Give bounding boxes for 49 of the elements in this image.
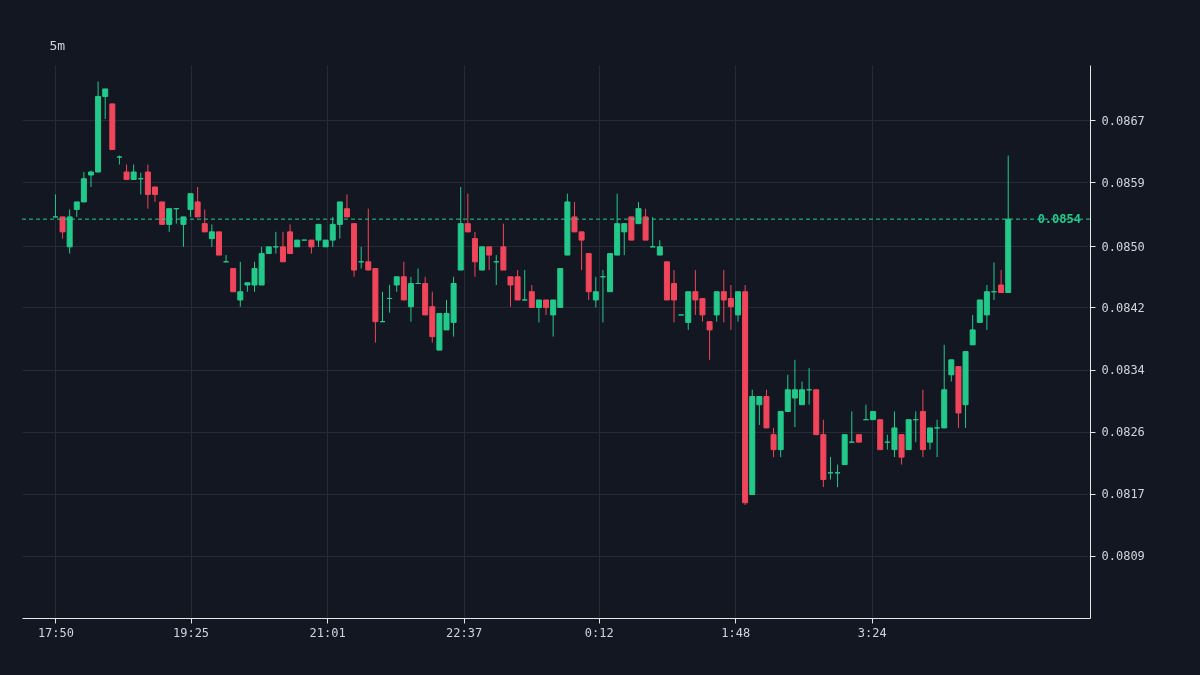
candlestick (159, 201, 166, 225)
candlestick (407, 276, 414, 323)
y-tick-label: 0.0817 (1101, 487, 1145, 502)
y-tick-label: 0.0859 (1101, 175, 1145, 190)
candlestick (479, 246, 486, 271)
y-tick-label: 0.0850 (1101, 239, 1145, 254)
candlestick (59, 216, 66, 240)
candlestick (770, 427, 777, 458)
candlestick (230, 268, 237, 293)
x-tick-label: 17:50 (37, 625, 74, 640)
candlestick (486, 246, 493, 271)
candlestick (927, 427, 933, 451)
y-tick-label: 0.0826 (1101, 425, 1145, 440)
ref-line-label: 0.0854 (1037, 212, 1081, 227)
candlestick (543, 299, 550, 316)
candlestick (535, 299, 542, 323)
candlestick (343, 193, 350, 218)
candlestick (464, 193, 471, 233)
chart-title: 5m (49, 38, 66, 53)
candlestick (194, 186, 201, 218)
candlestick (201, 208, 208, 233)
candlestick (528, 284, 535, 308)
y-tick-label: 0.0834 (1101, 363, 1145, 378)
candlestick (898, 434, 905, 466)
y-tick-label: 0.0809 (1101, 549, 1145, 564)
y-tick-label: 0.0842 (1101, 300, 1145, 315)
candlestick (713, 291, 720, 323)
candlestick (208, 223, 215, 248)
candlestick (471, 231, 478, 278)
candlestick (592, 276, 599, 308)
x-tick-label: 21:01 (309, 625, 346, 640)
x-tick-label: 3:24 (857, 625, 887, 640)
x-tick-label: 19:25 (172, 625, 210, 640)
candlestick (948, 359, 955, 383)
candlestick (706, 321, 713, 361)
candlestick (998, 269, 1005, 293)
candlestick (642, 208, 649, 241)
x-tick-label: 0:12 (584, 625, 614, 640)
candlestick (400, 261, 407, 301)
candlestick (237, 261, 244, 308)
candlestick (735, 291, 742, 323)
candlestick (215, 231, 222, 256)
candlestick (500, 223, 507, 271)
candlestick (187, 193, 194, 218)
candlestick (521, 269, 528, 301)
y-tick-label: 0.0867 (1101, 113, 1145, 128)
candlestick (969, 314, 976, 346)
x-tick-label: 1:48 (721, 625, 751, 640)
x-tick-label: 22:37 (446, 625, 483, 640)
